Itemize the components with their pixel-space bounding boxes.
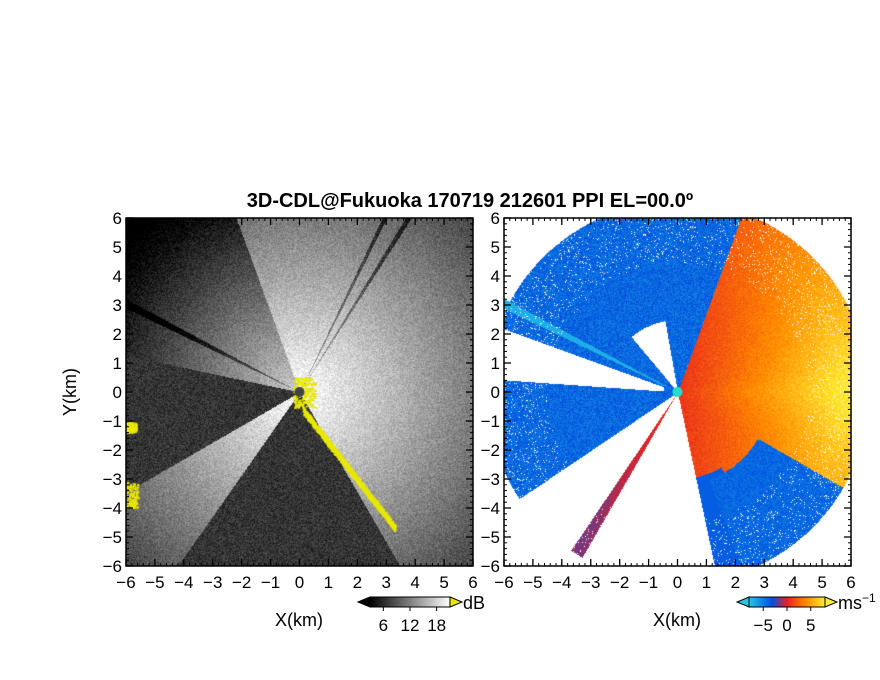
reflectivity-y-tick-label: −1 bbox=[103, 412, 122, 431]
velocity-y-tick-label: 5 bbox=[491, 238, 500, 257]
velocity-y-tick-label: 3 bbox=[491, 296, 500, 315]
reflectivity-cb-tick-label: 12 bbox=[401, 616, 420, 635]
velocity-cb-tick-label: −5 bbox=[754, 616, 773, 635]
reflectivity-x-tick-label: 1 bbox=[324, 573, 333, 592]
velocity-x-tick-label: −5 bbox=[523, 573, 542, 592]
velocity-x-tick-label: 6 bbox=[846, 573, 855, 592]
reflectivity-x-tick-label: −5 bbox=[145, 573, 164, 592]
velocity-x-tick-label: −2 bbox=[610, 573, 629, 592]
reflectivity-x-tick-label: −3 bbox=[203, 573, 222, 592]
velocity-x-tick-label: −3 bbox=[581, 573, 600, 592]
reflectivity-y-tick-label: −6 bbox=[103, 557, 122, 576]
reflectivity-x-tick-label: 6 bbox=[468, 573, 477, 592]
velocity-x-tick-label: −4 bbox=[552, 573, 571, 592]
velocity-cb-low-arrow bbox=[735, 596, 750, 608]
reflectivity-y-tick-label: 4 bbox=[113, 267, 122, 286]
velocity-xlabel: X(km) bbox=[653, 610, 701, 630]
velocity-y-tick-label: −6 bbox=[481, 557, 500, 576]
velocity-x-tick-label: 3 bbox=[760, 573, 769, 592]
reflectivity-cb-tick-label: 6 bbox=[379, 616, 388, 635]
reflectivity-cb-unit: dB bbox=[463, 593, 485, 613]
reflectivity-y-tick-label: 5 bbox=[113, 238, 122, 257]
velocity-cb-exponent: −1 bbox=[862, 591, 876, 605]
reflectivity-ylabel: Y(km) bbox=[60, 368, 80, 416]
velocity-x-tick-label: 2 bbox=[731, 573, 740, 592]
reflectivity-x-tick-label: −2 bbox=[232, 573, 251, 592]
velocity-cb-high-arrow bbox=[824, 596, 839, 608]
reflectivity-xlabel: X(km) bbox=[275, 610, 323, 630]
velocity-cb-tick-label: 5 bbox=[806, 616, 815, 635]
reflectivity-cb-high-arrow bbox=[449, 596, 464, 608]
velocity-y-tick-label: −1 bbox=[481, 412, 500, 431]
reflectivity-colorbar: 6 12 18 dB bbox=[356, 593, 485, 635]
velocity-y-tick-label: 2 bbox=[491, 325, 500, 344]
reflectivity-x-tick-label: −1 bbox=[261, 573, 280, 592]
velocity-x-tick-label: 1 bbox=[702, 573, 711, 592]
reflectivity-y-tick-label: −4 bbox=[103, 499, 122, 518]
reflectivity-y-tick-label: 1 bbox=[113, 354, 122, 373]
velocity-y-tick-label: −3 bbox=[481, 470, 500, 489]
reflectivity-x-tick-label: 3 bbox=[382, 573, 391, 592]
reflectivity-y-tick-label: 3 bbox=[113, 296, 122, 315]
reflectivity-y-tick-label: 6 bbox=[113, 209, 122, 228]
velocity-y-tick-label: 6 bbox=[491, 209, 500, 228]
velocity-cb-unit: ms−1 bbox=[838, 591, 876, 613]
reflectivity-x-tick-label: 0 bbox=[295, 573, 304, 592]
velocity-x-tick-label: −1 bbox=[639, 573, 658, 592]
velocity-x-tick-label: 0 bbox=[673, 573, 682, 592]
reflectivity-y-tick-label: 0 bbox=[113, 383, 122, 402]
reflectivity-y-tick-label: −3 bbox=[103, 470, 122, 489]
reflectivity-x-tick-label: 4 bbox=[410, 573, 419, 592]
reflectivity-x-tick-label: 2 bbox=[353, 573, 362, 592]
velocity-cb-tick-label: 0 bbox=[782, 616, 791, 635]
reflectivity-cb-low-arrow bbox=[356, 596, 371, 608]
reflectivity-x-tick-label: −6 bbox=[116, 573, 135, 592]
velocity-x-tick-label: −6 bbox=[494, 573, 513, 592]
reflectivity-cb-tick-label: 18 bbox=[427, 616, 446, 635]
reflectivity-y-tick-label: −5 bbox=[103, 528, 122, 547]
reflectivity-cb-bar bbox=[369, 596, 451, 608]
velocity-colorbar: −5 0 5 ms−1 bbox=[735, 591, 876, 635]
velocity-y-tick-label: 0 bbox=[491, 383, 500, 402]
reflectivity-y-tick-label: 2 bbox=[113, 325, 122, 344]
velocity-y-tick-label: 4 bbox=[491, 267, 500, 286]
velocity-cb-bar bbox=[748, 596, 826, 608]
velocity-y-tick-label: 1 bbox=[491, 354, 500, 373]
velocity-y-tick-label: −4 bbox=[481, 499, 500, 518]
reflectivity-x-tick-label: 5 bbox=[439, 573, 448, 592]
reflectivity-y-tick-label: −2 bbox=[103, 441, 122, 460]
velocity-y-tick-label: −2 bbox=[481, 441, 500, 460]
reflectivity-x-tick-label: −4 bbox=[174, 573, 193, 592]
figure-title: 3D-CDL@Fukuoka 170719 212601 PPI EL=00.0… bbox=[247, 190, 693, 212]
velocity-x-tick-label: 5 bbox=[817, 573, 826, 592]
reflectivity-image bbox=[126, 218, 473, 566]
velocity-x-tick-label: 4 bbox=[788, 573, 797, 592]
velocity-image bbox=[504, 218, 851, 566]
velocity-y-tick-label: −5 bbox=[481, 528, 500, 547]
